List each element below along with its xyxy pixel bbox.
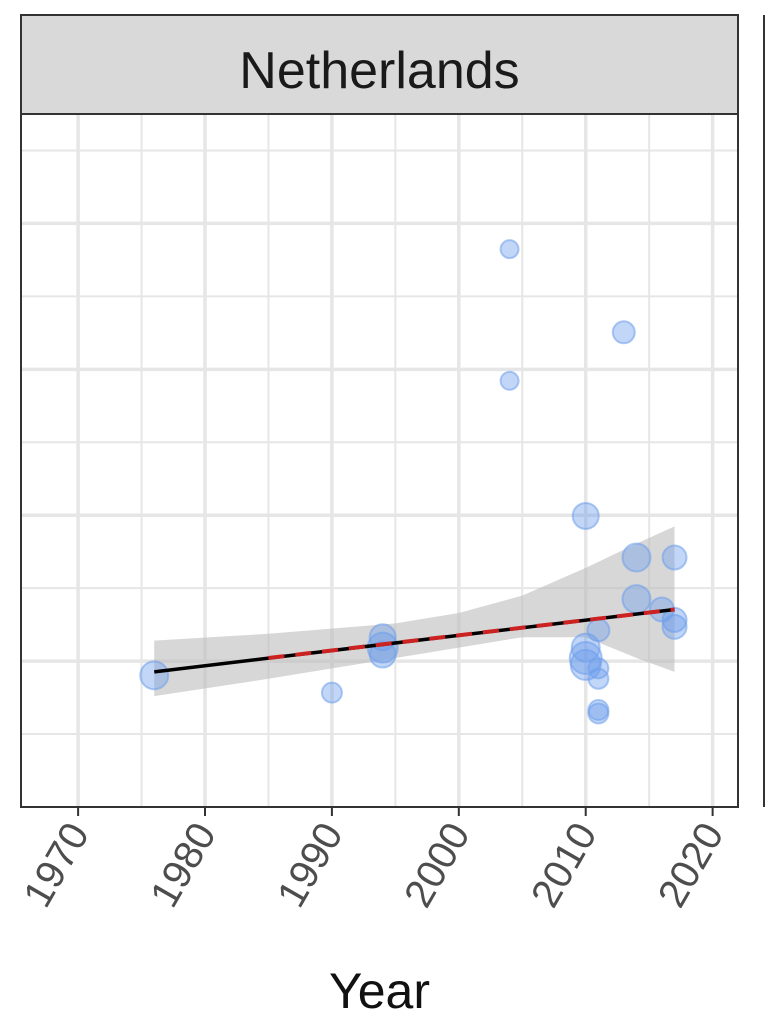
facet-strip-label: Netherlands [239,42,519,100]
data-point [611,320,636,345]
plot-border [20,113,739,808]
gridlines [21,114,738,807]
plot-panel [20,113,739,808]
data-point [586,618,611,643]
data-point [320,681,343,704]
x-axis: 1970 1980 1990 2000 2010 2020 Year [15,807,732,1019]
x-tick-label: 1980 [142,816,225,915]
data-point [499,370,520,391]
x-axis-title: Year [329,963,430,1019]
facet-strip-background [20,14,739,115]
trend-lines [154,607,675,674]
plot-background [21,114,738,807]
data-point [661,613,688,640]
data-point [621,542,652,573]
data-point [569,648,602,681]
confidence-band [154,526,675,697]
data-point [571,501,600,530]
data-point [621,584,652,615]
facet-strip: Netherlands [20,14,739,115]
x-tick-label: 1990 [269,816,352,915]
data-point [587,702,610,725]
trend-line-dashed [268,607,675,660]
x-tick-label: 2020 [650,816,733,915]
data-point [139,660,170,691]
x-tick-label: 2010 [523,816,606,915]
x-tick-label: 1970 [15,816,98,915]
data-point [587,667,610,690]
data-point [368,640,397,669]
data-point [661,606,688,633]
confidence-band-layer [154,526,675,697]
x-axis-ticks: 1970 1980 1990 2000 2010 2020 [15,807,732,915]
data-point [661,544,688,571]
data-point [499,239,520,260]
x-tick-label: 2000 [396,816,479,915]
